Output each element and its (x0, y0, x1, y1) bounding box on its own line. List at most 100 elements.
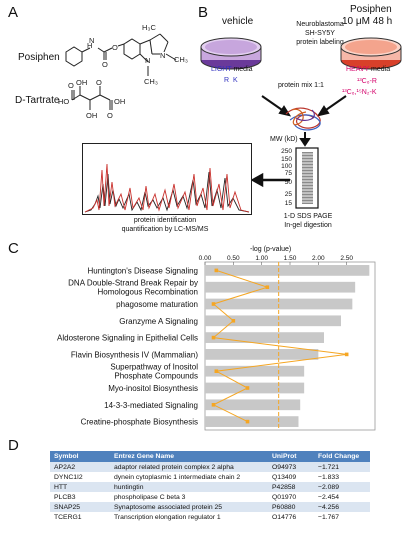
ratio-point (214, 268, 219, 273)
heavy-media-word: media (371, 66, 391, 73)
ratio-point (211, 403, 216, 407)
cell-fold-change: −1.721 (314, 462, 370, 472)
category-label: DNA Double-Strand Break Repair by (68, 279, 198, 288)
bar (205, 265, 370, 276)
category-label: Homologous Recombination (98, 288, 199, 297)
cell-symbol: HTT (50, 482, 110, 492)
phenyl-ring (65, 46, 83, 67)
gel-caption-line-2: In-gel digestion (284, 222, 332, 229)
ratio-point (245, 419, 250, 424)
cell-uniprot: P60880 (268, 502, 314, 512)
cell-symbol: DYNC1I2 (50, 472, 110, 482)
light-aa-label: R K (224, 77, 238, 84)
x-tick-label: 0.00 (199, 255, 212, 262)
light-media-word: media (233, 66, 253, 73)
d-tartrate-name-label: D-Tartrate (15, 95, 60, 106)
bar (205, 332, 324, 343)
posiphen-name-label: Posiphen (18, 52, 60, 63)
cell-gene-name: Transcription elongation regulator 1 (110, 512, 268, 522)
cell-uniprot: O94973 (268, 462, 314, 472)
bar (205, 365, 305, 377)
protein-mix-label: protein mix 1:1 (278, 82, 324, 89)
gel-bands (302, 152, 313, 204)
h3c-methyl: H₃C (142, 23, 156, 32)
carbamate-o-ester: O (112, 43, 118, 52)
header-uniprot: UniProt (268, 451, 314, 462)
spectrum-trace-red (84, 163, 250, 213)
panel-c-letter: C (8, 240, 19, 257)
ratio-point (344, 352, 349, 357)
header-fold-change: Fold Change (314, 451, 370, 462)
gel-caption: 1-D SDS PAGE In-gel digestion (272, 212, 344, 230)
light-word: LIGHT (211, 66, 232, 73)
x-tick-label: 1.50 (284, 255, 297, 262)
category-label: Flavin Biosynthesis IV (Mammalian) (71, 350, 198, 359)
cell-gene-name: huntingtin (110, 482, 268, 492)
table-row: PLCB3 phospholipase C beta 3 Q01970 −2.4… (50, 492, 370, 502)
cell-gene-name: Synaptosome associated protein 25 (110, 502, 268, 512)
cell-fold-change: −1.833 (314, 472, 370, 482)
category-label: Huntington's Disease Signaling (88, 266, 198, 275)
panel-a-letter: A (8, 4, 19, 21)
ms-caption-line-2: quantification by LC-MS/MS (121, 226, 209, 233)
table-row: AP2A2 adaptor related protein complex 2 … (50, 462, 370, 472)
n-methyl-1: CH₃ (174, 55, 188, 64)
table-row: HTT huntingtin P42858 −2.089 (50, 482, 370, 492)
cell-fold-change: −4.256 (314, 502, 370, 512)
cell-gene-name: phospholipase C beta 3 (110, 492, 268, 502)
ratio-point (211, 335, 216, 340)
tartrate-ho-1: HO (58, 97, 69, 106)
light-media-label: LIGHT media (211, 66, 253, 73)
cell-fold-change: −2.089 (314, 482, 370, 492)
category-label: Superpathway of Inositol (110, 363, 198, 372)
table-row: SNAP25 Synaptosome associated protein 25… (50, 502, 370, 512)
n-methyl-2: CH₃ (144, 77, 158, 86)
x-tick-label: 2.50 (340, 255, 353, 262)
mw-tick: 250 (281, 148, 292, 155)
ratio-line (212, 269, 347, 423)
ratio-point (211, 302, 216, 306)
tartrate-o-2: O (68, 81, 74, 90)
header-symbol: Symbol (50, 451, 110, 462)
ratio-point (245, 386, 250, 390)
cell-uniprot: P42858 (268, 482, 314, 492)
protein-mix-icon (285, 107, 321, 131)
gene-table: Symbol Entrez Gene Name UniProt Fold Cha… (50, 451, 370, 522)
category-label: Myo-inositol Biosynthesis (108, 384, 198, 393)
x-tick-label: 2.00 (312, 255, 325, 262)
ratio-point (265, 285, 270, 289)
bar (205, 315, 341, 327)
center-line-1: Neuroblastoma (296, 21, 344, 28)
gene-table-wrap: Symbol Entrez Gene Name UniProt Fold Cha… (50, 451, 370, 522)
mw-tick: 75 (284, 170, 292, 177)
tartrate-o-1: O (96, 78, 102, 87)
arrow-heavy-to-mix (322, 95, 347, 113)
chart-title: -log (p-value) (250, 246, 292, 253)
carbamate-n-h: H (87, 41, 92, 50)
arrow-light-to-mix (261, 95, 286, 113)
cell-fold-change: −1.767 (314, 512, 370, 522)
mw-tick: 100 (281, 163, 292, 170)
mw-tick: 15 (284, 200, 292, 207)
category-label: Creatine-phosphate Biosynthesis (81, 418, 198, 427)
ms-caption-line-1: protein identification (133, 217, 197, 224)
ratio-point (231, 319, 236, 323)
cell-fold-change: −2.454 (314, 492, 370, 502)
center-line-3: protein labeling (296, 39, 344, 46)
cell-gene-name: dynein cytoplasmic 1 intermediate chain … (110, 472, 268, 482)
x-tick-label: 0.50 (227, 255, 240, 262)
table-header-row: Symbol Entrez Gene Name UniProt Fold Cha… (50, 451, 370, 462)
header-gene-name: Entrez Gene Name (110, 451, 268, 462)
bar (205, 349, 319, 360)
heavy-dish (340, 37, 402, 70)
table-row: DYNC1I2 dynein cytoplasmic 1 intermediat… (50, 472, 370, 482)
cell-uniprot: Q01970 (268, 492, 314, 502)
category-label: 14-3-3-mediated Signaling (104, 401, 198, 410)
light-dish (200, 37, 262, 70)
tartrate-oh-3: OH (86, 111, 97, 120)
spectrum-trace-black (84, 171, 250, 213)
vehicle-label: vehicle (222, 16, 254, 27)
center-line-2: SH-SY5Y (305, 30, 335, 37)
heavy-word: HEAVY (346, 66, 370, 73)
pathway-bar-chart: 0.00 0.50 1.00 1.50 2.00 2.50 Huntington's Dis… (57, 255, 376, 431)
